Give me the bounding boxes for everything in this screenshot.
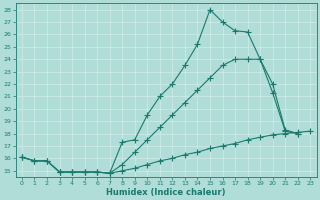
X-axis label: Humidex (Indice chaleur): Humidex (Indice chaleur)	[106, 188, 226, 197]
